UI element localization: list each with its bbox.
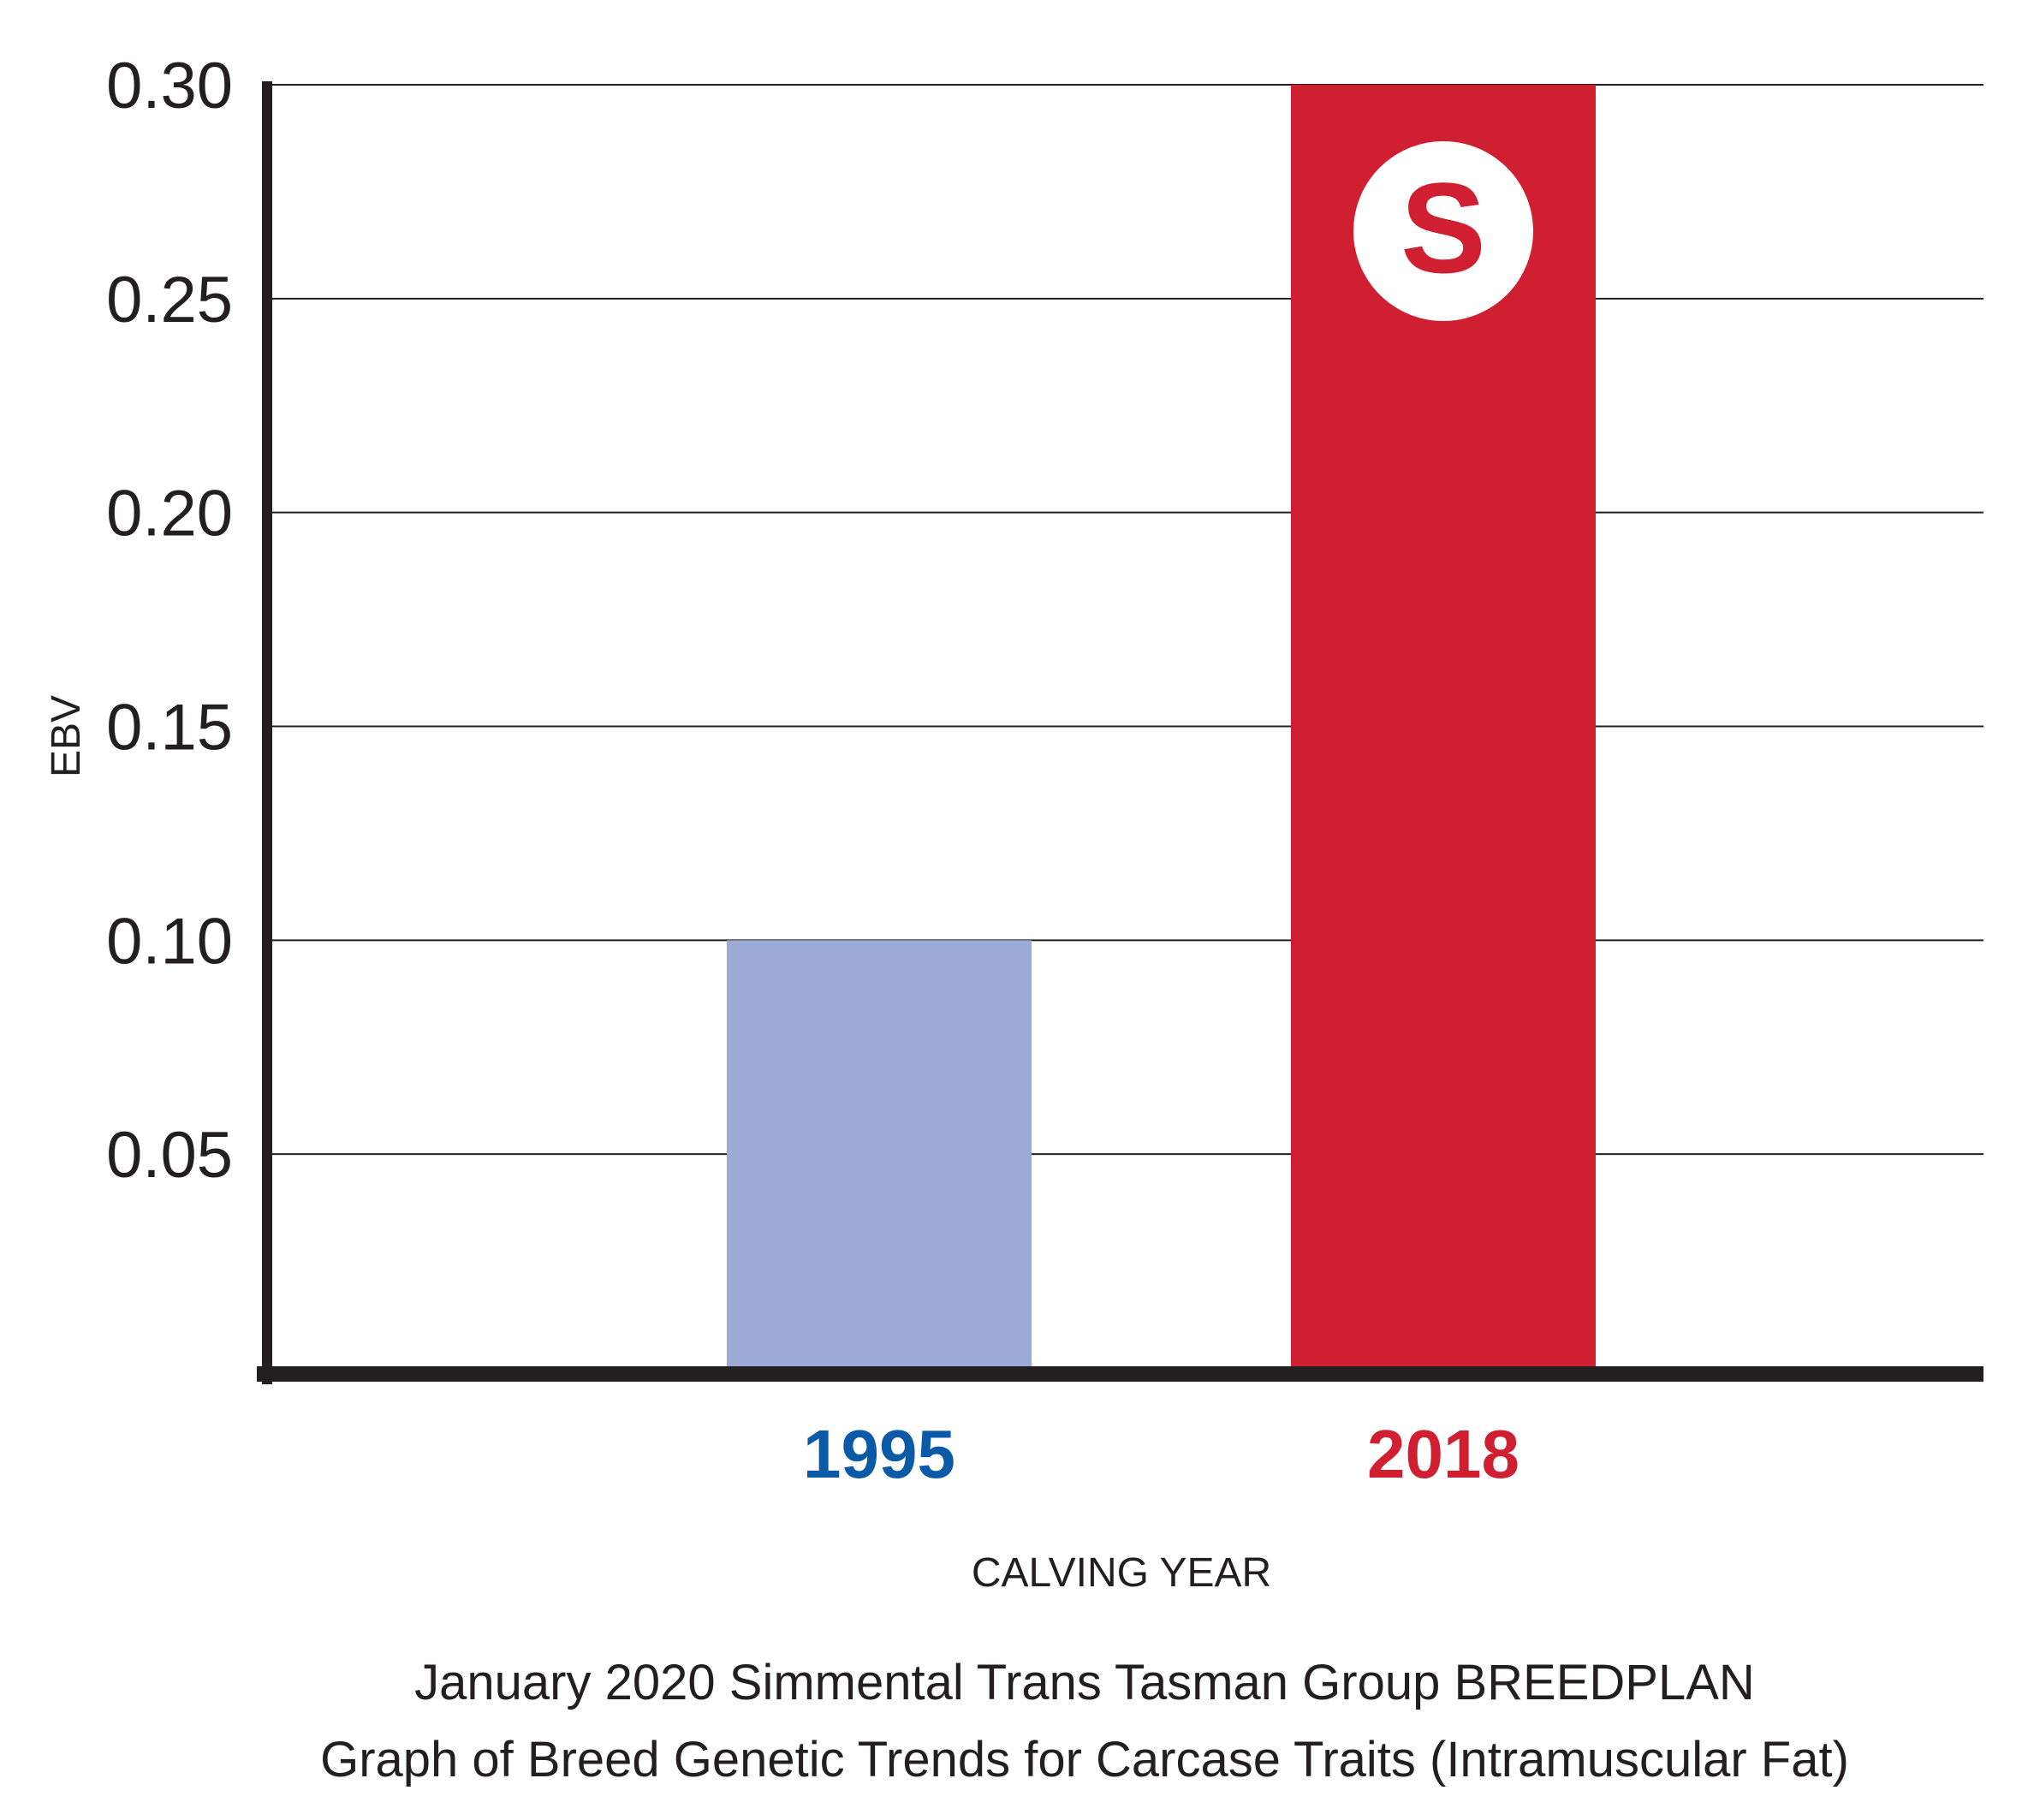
y-tick-label: 0.20	[106, 478, 233, 550]
y-tick-label: 0.25	[106, 264, 233, 336]
caption-line-1: January 2020 Simmental Trans Tasman Grou…	[414, 1655, 1755, 1710]
y-tick-label: 0.05	[106, 1119, 233, 1192]
logo-circle	[1353, 141, 1533, 321]
y-tick-label: 0.30	[106, 50, 233, 122]
logo-badge: S	[1353, 141, 1533, 321]
x-axis-title: CALVING YEAR	[972, 1550, 1271, 1596]
x-tick-label-2018: 2018	[1367, 1416, 1519, 1492]
caption-line-2: Graph of Breed Genetic Trends for Carcas…	[320, 1732, 1849, 1787]
axes	[257, 81, 1983, 1384]
y-tick-label: 0.10	[106, 905, 233, 978]
logo-letter: S	[1401, 156, 1486, 300]
y-tick-labels: 0.05 0.10 0.15 0.20 0.25 0.30	[106, 50, 233, 1192]
x-tick-label-1995: 1995	[803, 1416, 955, 1492]
gridlines	[267, 84, 1983, 1156]
y-axis-title: EBV	[44, 695, 89, 777]
x-tick-labels: 1995 2018	[803, 1416, 1519, 1492]
bar-1995	[727, 940, 1032, 1368]
y-tick-label: 0.15	[106, 692, 233, 764]
